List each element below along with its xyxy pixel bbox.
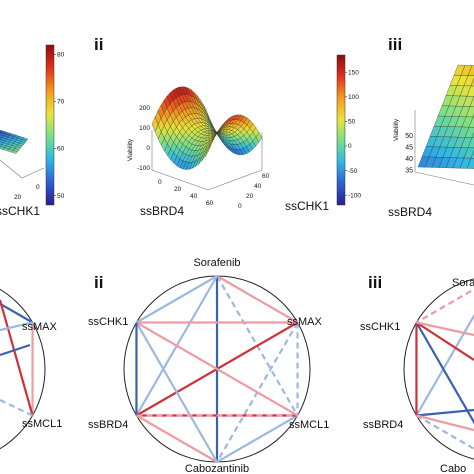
colorbar-tick-label: 50 — [348, 119, 356, 126]
panel-iii-z-tick: 40 — [405, 156, 413, 163]
node-label-ssbrd4: ssBRD4 — [88, 419, 128, 431]
colorbar-tick-label: -100 — [348, 192, 361, 199]
network-edge — [0, 299, 34, 416]
network-i-circle — [0, 288, 46, 450]
surface-ii-box — [151, 130, 263, 191]
colorbar-tick-label: 100 — [348, 94, 359, 101]
panel-iii-z-tick: 35 — [405, 168, 413, 175]
network-edge — [416, 408, 474, 417]
network-edge — [0, 321, 33, 332]
surface-facet — [11, 150, 18, 154]
network-edge — [135, 321, 299, 417]
network-edge — [135, 275, 218, 324]
network-edge — [0, 302, 34, 324]
node-label-sschk1: ssCHK1 — [360, 321, 400, 333]
network-edge — [415, 321, 474, 425]
surface-i-box — [0, 159, 45, 179]
panel-ii-top-roman: ii — [94, 35, 103, 54]
colorbar-tick-label: 60 — [57, 146, 65, 153]
colorbars — [45, 44, 347, 206]
node-label-ssbrd4: ssBRD4 — [363, 419, 403, 431]
axis-line — [414, 171, 474, 186]
network-edge — [416, 414, 474, 432]
colorbar-gradient — [336, 54, 346, 206]
network-edge — [415, 414, 474, 450]
network-iii — [403, 278, 474, 460]
x-axis-label: ssBRD4 — [140, 204, 184, 218]
y-tick-label: 40 — [254, 183, 262, 190]
colorbar-tick-label: 150 — [348, 69, 359, 76]
colorbar-tick-label: 50 — [57, 193, 65, 200]
surface-iii-box — [414, 110, 474, 186]
colorbar-gradient — [45, 44, 55, 206]
colorbar-ii — [336, 54, 347, 206]
y-axis-label: ssCHK1 — [285, 199, 329, 213]
network-edge — [216, 414, 299, 463]
surface-facet — [466, 158, 474, 169]
network-edge — [216, 275, 299, 324]
surface-ii — [151, 86, 263, 170]
surface-plots — [0, 64, 474, 191]
z-tick-label: 200 — [139, 105, 150, 112]
panel-iii-z-tick: 45 — [405, 145, 413, 152]
z-axis-label: Viability — [127, 138, 134, 161]
surface-facet — [469, 96, 474, 107]
panel-iii-bottom-roman: iii — [368, 273, 382, 292]
panel-iii-x-label: ssBRD4 — [388, 205, 432, 219]
z-tick-label: 0 — [146, 145, 150, 152]
axis-line — [207, 169, 263, 191]
panel-ii-bottom-roman: ii — [94, 273, 103, 292]
node-label-sorafenib-partial: Sora — [452, 277, 474, 289]
surface-iii — [417, 64, 474, 169]
surface-facet — [204, 145, 212, 157]
network-ii — [123, 275, 311, 463]
x-tick-label: 40 — [190, 193, 198, 200]
panel-i-axis-label: ssCHK1 — [0, 204, 40, 218]
surface-i — [0, 129, 29, 154]
colorbar-tick-label: 80 — [57, 52, 65, 59]
y-tick-label: 0 — [238, 203, 242, 210]
node-label-cabozantinib: Cabozantinib — [185, 463, 249, 474]
colorbar-tick-label: -50 — [348, 168, 358, 175]
panel-iii-z-label: Viability — [393, 118, 400, 141]
network-edge — [135, 321, 218, 463]
panel-i-tick-label: 0 — [36, 184, 40, 191]
node-label-ssmax: ssMAX — [22, 321, 58, 333]
network-edge — [415, 321, 474, 361]
x-tick-label: 60 — [206, 200, 214, 207]
node-label-ssmcl1: ssMCL1 — [289, 419, 329, 431]
x-tick-label: 20 — [174, 186, 182, 193]
network-edge — [415, 313, 474, 417]
colorbar-tick-label: 70 — [57, 99, 65, 106]
node-label-ssmcl1: ssMCL1 — [22, 418, 62, 430]
colorbar-tick-label: 0 — [348, 143, 352, 150]
axis-line — [21, 167, 45, 179]
node-label-sschk1: ssCHK1 — [88, 316, 128, 328]
colorbar-i — [45, 44, 56, 206]
network-edge — [0, 343, 31, 357]
network-iii-circle — [403, 278, 474, 460]
network-edge — [135, 414, 218, 463]
panel-iii-top-roman: iii — [388, 35, 402, 54]
y-tick-label: 60 — [262, 173, 270, 180]
axis-line — [0, 159, 23, 179]
panel-iii-z-tick: 50 — [405, 133, 413, 140]
network-i — [0, 288, 46, 450]
panel-i-tick-label: 20 — [14, 194, 22, 201]
axis-line — [151, 169, 209, 191]
node-label-cabozantinib-partial: Cabo — [440, 463, 466, 474]
node-label-ssmax: ssMAX — [287, 316, 323, 328]
network-diagrams — [0, 275, 474, 463]
y-tick-label: 20 — [246, 193, 254, 200]
x-tick-label: 0 — [158, 179, 162, 186]
z-tick-label: 100 — [139, 125, 150, 132]
node-label-sorafenib: Sorafenib — [193, 257, 240, 269]
network-edge — [0, 399, 34, 417]
network-edge — [416, 321, 474, 337]
z-tick-label: -100 — [137, 165, 150, 172]
